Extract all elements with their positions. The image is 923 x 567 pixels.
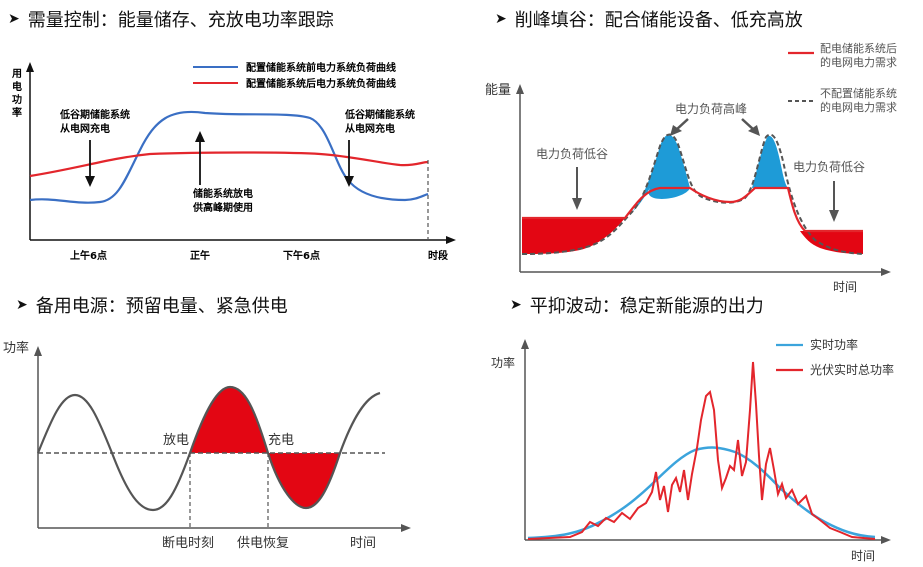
p2-without-curve bbox=[521, 133, 864, 255]
p4-legend-pv: 光伏实时总功率 bbox=[810, 362, 894, 377]
p4-legend-realtime: 实时功率 bbox=[810, 337, 858, 352]
p1-ylabel-2: 电 bbox=[12, 80, 22, 93]
p1-xtick-2: 正午 bbox=[190, 249, 210, 262]
p2-y-arrow-icon bbox=[516, 84, 524, 94]
p2-legend-without-2: 的电网电力需求 bbox=[820, 100, 897, 114]
p2-ylabel: 能量 bbox=[485, 83, 511, 98]
p4-realtime-curve bbox=[527, 446, 876, 540]
p2-valley-fill-right bbox=[800, 231, 863, 254]
p2-peak-fill-left bbox=[632, 134, 690, 212]
p1-ann-left-2: 从电网充电 bbox=[60, 122, 110, 135]
p1-ylabel-1: 用 bbox=[11, 68, 22, 80]
p4-pv-curve bbox=[527, 361, 876, 540]
triangle-right-icon: ➤ bbox=[8, 11, 20, 27]
p2-with-curve bbox=[522, 186, 863, 233]
p1-legend-before: 配置储能系统前电力系统负荷曲线 bbox=[246, 61, 396, 74]
p3-discharge-fill bbox=[190, 387, 268, 453]
p4-y-arrow-icon bbox=[521, 339, 529, 349]
p3-charge: 充电 bbox=[268, 432, 294, 448]
p2-x-arrow-icon bbox=[881, 268, 891, 276]
panel2-title: 削峰填谷：配合储能设备、低充高放 bbox=[514, 10, 803, 31]
p3-ylabel: 功率 bbox=[3, 340, 29, 356]
p2-legend-without-1: 不配置储能系统 bbox=[820, 86, 897, 100]
panel4-header: ➤ 平抑波动：稳定新能源的出力 bbox=[510, 292, 764, 318]
p1-ann-mid-2: 供高峰期使用 bbox=[192, 201, 253, 214]
p1-x-arrow-icon bbox=[446, 236, 456, 244]
triangle-right-icon: ➤ bbox=[16, 297, 28, 313]
p4-x-arrow-icon bbox=[881, 536, 891, 544]
p1-ann-right-2: 从电网充电 bbox=[345, 122, 395, 135]
p4-ylabel: 功率 bbox=[491, 355, 515, 370]
p3-xlabel: 时间 bbox=[350, 536, 376, 551]
p3-x-arrow-icon bbox=[401, 524, 411, 532]
p3-charge-fill bbox=[268, 453, 340, 508]
panel4-title: 平抑波动：稳定新能源的出力 bbox=[529, 296, 764, 317]
panel3-header: ➤ 备用电源：预留电量、紧急供电 bbox=[16, 292, 288, 318]
p1-legend-after: 配置储能系统后电力系统负荷曲线 bbox=[246, 77, 396, 90]
p1-ann-mid-1: 储能系统放电 bbox=[192, 187, 253, 200]
panel2-header: ➤ 削峰填谷：配合储能设备、低充高放 bbox=[495, 6, 803, 32]
p1-ylabel-4: 率 bbox=[12, 106, 22, 119]
p2-valley-fill-left bbox=[522, 218, 625, 254]
p1-xlabel: 时段 bbox=[428, 249, 448, 262]
p4-xlabel: 时间 bbox=[851, 549, 875, 563]
p1-ylabel-3: 功 bbox=[12, 93, 22, 106]
p3-y-arrow-icon bbox=[34, 346, 42, 356]
p1-ann-left-1: 低谷期储能系统 bbox=[59, 108, 130, 121]
p2-ann-valley-left: 电力负荷低谷 bbox=[536, 147, 608, 161]
p2-ann-peak-arrow-left-icon bbox=[675, 118, 689, 131]
p1-before-curve bbox=[29, 110, 429, 204]
p2-peak-fill-right bbox=[752, 135, 788, 188]
p2-legend-with-2: 的电网电力需求 bbox=[820, 55, 897, 69]
p1-xtick-1: 上午6点 bbox=[70, 249, 107, 262]
p1-y-arrow-icon bbox=[26, 62, 34, 72]
p2-legend-with-1: 配电储能系统后 bbox=[820, 41, 897, 55]
triangle-right-icon: ➤ bbox=[510, 297, 522, 313]
p2-ann-peak: 电力负荷高峰 bbox=[675, 101, 747, 116]
p1-xtick-3: 下午6点 bbox=[283, 249, 320, 262]
p3-discharge: 放电 bbox=[163, 433, 189, 448]
panel3-title: 备用电源：预留电量、紧急供电 bbox=[35, 296, 288, 317]
p3-wave bbox=[36, 385, 381, 512]
panel1-header: ➤ 需量控制：能量储存、充放电功率跟踪 bbox=[8, 6, 334, 32]
panel1-title: 需量控制：能量储存、充放电功率跟踪 bbox=[27, 10, 334, 31]
triangle-right-icon: ➤ bbox=[495, 11, 507, 27]
p2-xlabel: 时间 bbox=[833, 280, 857, 294]
p1-after-curve bbox=[29, 151, 429, 178]
p2-ann-peak-arrow-right-icon bbox=[741, 118, 755, 131]
p3-restore: 供电恢复 bbox=[237, 536, 289, 551]
p1-ann-right-1: 低谷期储能系统 bbox=[344, 108, 415, 121]
p2-ann-valley-right: 电力负荷低谷 bbox=[793, 160, 865, 174]
p3-outage: 断电时刻 bbox=[162, 536, 214, 551]
